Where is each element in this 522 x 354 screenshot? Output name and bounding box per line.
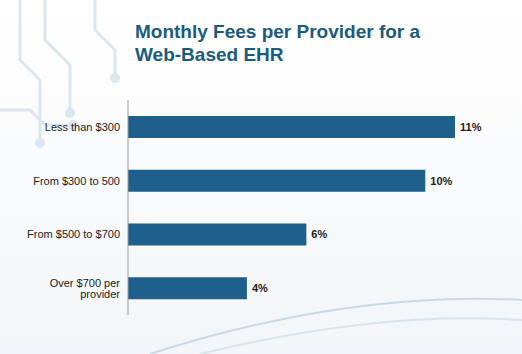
svg-text:6%: 6% bbox=[311, 228, 327, 240]
svg-text:Less than $300: Less than $300 bbox=[45, 121, 120, 133]
svg-text:From $500 to $700: From $500 to $700 bbox=[27, 228, 120, 240]
svg-text:Over $700 perprovider: Over $700 perprovider bbox=[50, 277, 121, 300]
svg-text:11%: 11% bbox=[460, 121, 482, 133]
svg-text:4%: 4% bbox=[252, 282, 268, 294]
html-text:Monthly Fees per Provider for: Monthly Fees per Provider for a Web-Base… bbox=[135, 21, 421, 65]
svg-text:10%: 10% bbox=[430, 175, 452, 187]
svg-text:From $300 to 500: From $300 to 500 bbox=[33, 175, 120, 187]
